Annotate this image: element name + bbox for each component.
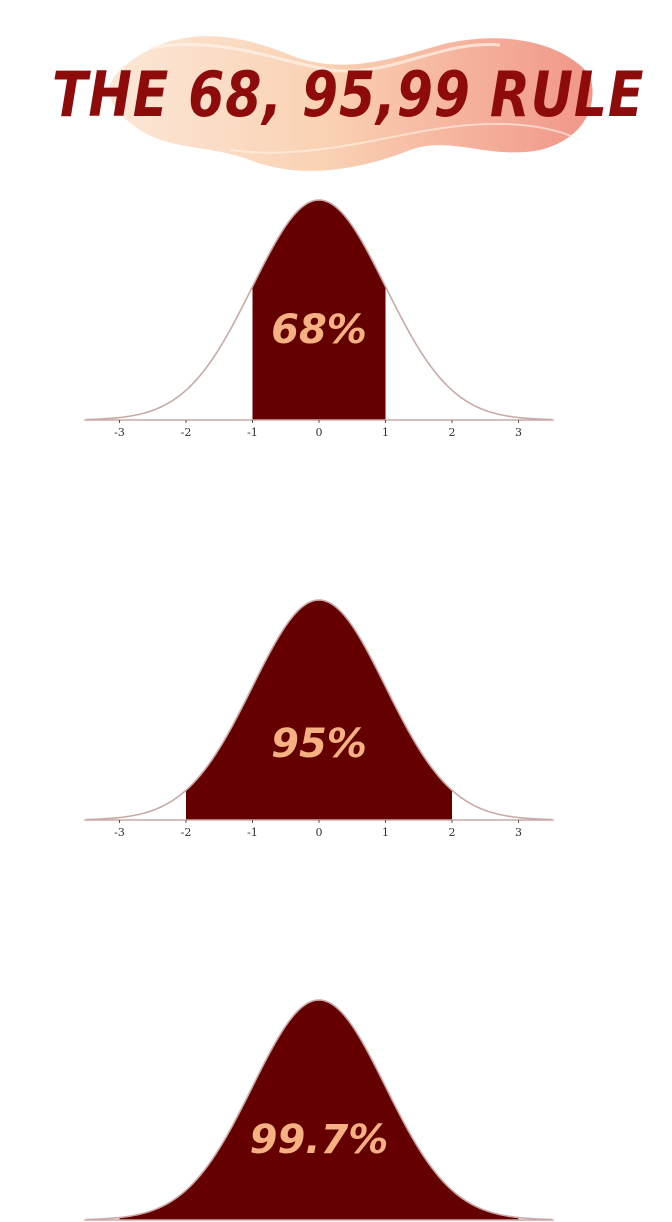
x-tick-label: -1 xyxy=(247,426,258,439)
x-tick-label: -2 xyxy=(181,426,192,439)
normal-curve-chart-99-7: 99.7% xyxy=(84,999,554,1221)
x-tick-label: -3 xyxy=(114,826,125,839)
x-tick-label: 2 xyxy=(449,426,456,439)
x-tick-label: 1 xyxy=(382,426,389,439)
normal-curve-chart-95: -3 -2 -1 0 1 2 3 95% xyxy=(84,599,554,839)
x-tick-label: 0 xyxy=(316,426,323,439)
normal-curve-line xyxy=(86,599,552,821)
normal-curve-line xyxy=(86,199,552,421)
shaded-area xyxy=(186,600,452,820)
normal-curve-line xyxy=(86,999,552,1221)
x-tick-label: 3 xyxy=(515,826,522,839)
title-area: THE 68, 95,99 RULE xyxy=(0,0,672,185)
percentage-label: 95% xyxy=(271,721,367,767)
x-tick-label: -2 xyxy=(181,826,192,839)
normal-curve-chart-68: -3 -2 -1 0 1 2 3 68% xyxy=(84,199,554,439)
x-tick-label: 1 xyxy=(382,826,389,839)
x-tick-label: -3 xyxy=(114,426,125,439)
x-tick-label: -1 xyxy=(247,826,258,839)
x-tick-label: 2 xyxy=(449,826,456,839)
brush-stroke-decoration xyxy=(109,36,593,171)
page-title: THE 68, 95,99 RULE xyxy=(52,58,645,131)
percentage-label: 99.7% xyxy=(250,1117,389,1163)
x-tick-label: 3 xyxy=(515,426,522,439)
percentage-label: 68% xyxy=(271,307,367,353)
x-tick-label: 0 xyxy=(316,826,323,839)
shaded-area xyxy=(252,200,386,420)
shaded-area xyxy=(119,1000,519,1220)
